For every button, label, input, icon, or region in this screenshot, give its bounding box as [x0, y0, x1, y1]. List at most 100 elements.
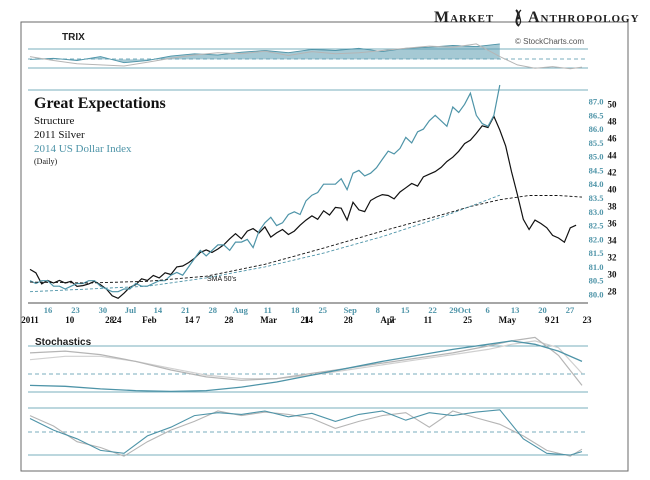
tick-date-2014-17: 13: [511, 305, 520, 315]
tick-date-2014-15: 29Oct: [449, 305, 471, 315]
tick-silver-9: 46: [608, 134, 618, 144]
series-line-0: [29, 115, 577, 299]
trix-panel: Stochastics: [28, 336, 588, 393]
tick-date-2011-11: 25: [463, 315, 473, 325]
tick-dollar-14: 87.0: [589, 97, 604, 107]
tick-date-2014-11: Sep: [344, 305, 358, 315]
axis-silver-ticks: 28 30 32 34 36 38 40 42 44 46 48 50: [608, 100, 618, 297]
tick-date-2014-19: 27: [566, 305, 575, 315]
trix-series-layer: [29, 336, 583, 393]
tick-date-2011-10: 11: [424, 315, 433, 325]
main-series-layer: [29, 84, 583, 299]
tick-date-2014-2: 30: [99, 305, 108, 315]
rsi-panel: TRIX: [28, 32, 588, 70]
tick-date-2011-extra-4: 21: [551, 315, 561, 325]
stoch-dollar-line: [29, 409, 583, 456]
tick-silver-10: 48: [608, 117, 618, 127]
trix-dollar-line: [29, 340, 583, 393]
tick-date-2014-9: 18: [291, 305, 300, 315]
tick-silver-5: 38: [608, 202, 618, 212]
rsi-dollar-area: [30, 43, 500, 63]
tick-date-2011-3: Feb: [142, 315, 157, 325]
trix-signal-line: [29, 340, 583, 380]
tick-date-2014-18: 20: [538, 305, 547, 315]
rsi-dollar-line: [29, 43, 500, 64]
outer-frame: [20, 21, 629, 472]
brand-name-left: Market: [434, 9, 494, 26]
rsi-title: TRIX: [62, 32, 85, 43]
tick-date-2014-8: 11: [264, 305, 272, 315]
tick-dollar-12: 86.0: [589, 124, 604, 134]
legend-silver: 2011 Silver: [34, 129, 85, 141]
axis-dollar-ticks: 80.0 80.5 81.0 81.5 82.0 82.5 83.0 83.5 84.0 84.5…: [589, 97, 604, 300]
tick-date-2014-14: 22: [428, 305, 437, 315]
brand-credit: © StockCharts.com: [515, 37, 584, 46]
rsi-series-layer: [29, 43, 583, 70]
tick-dollar-9: 84.5: [589, 165, 604, 175]
trix-title: Stochastics: [35, 337, 92, 348]
tick-dollar-4: 82.0: [589, 234, 604, 244]
main-panel: Great Expectations Structure 2011 Silver…: [21, 84, 618, 325]
tick-date-2014-3: Jul: [125, 305, 137, 315]
tick-silver-4: 36: [608, 219, 618, 229]
series-line-3: [29, 194, 500, 293]
tick-dollar-5: 82.5: [589, 221, 604, 231]
tick-date-2011-0: 2011: [21, 315, 39, 325]
tick-date-2011-8: 28: [344, 315, 354, 325]
tick-date-2014-5: 21: [181, 305, 190, 315]
tick-date-2014-10: 25: [318, 305, 327, 315]
tick-date-2011-9: Apr: [380, 315, 396, 325]
brand: Market Anthropology © StockCharts.com: [434, 9, 640, 46]
stochastics-panel: [28, 407, 588, 457]
tick-date-2011-6: Mar: [260, 315, 277, 325]
tick-silver-3: 34: [608, 236, 618, 246]
rsi-silver-tail: [499, 56, 583, 70]
tick-date-2014-4: 14: [154, 305, 163, 315]
stochastics-series-layer: [29, 409, 583, 457]
tick-date-2011-extra-2: 21: [301, 315, 311, 325]
tick-silver-1: 30: [608, 270, 618, 280]
chart-title: Great Expectations: [34, 95, 166, 112]
tick-dollar-6: 83.0: [589, 207, 604, 217]
chart-subtitle: Structure: [34, 115, 74, 127]
tick-date-2014-12: 8: [376, 305, 380, 315]
trix-silver-line: [29, 336, 583, 386]
legend-daily: (Daily): [34, 157, 57, 166]
tick-silver-0: 28: [608, 287, 618, 297]
tick-date-2011-7: 14: [304, 315, 314, 325]
tick-date-2014-0: 16: [44, 305, 53, 315]
tick-date-2011-extra-3: 7: [390, 315, 395, 325]
tick-date-2011-1: 10: [65, 315, 75, 325]
sma-annotation: SMA 50's: [207, 276, 237, 283]
stoch-silver-line: [29, 410, 583, 457]
tick-date-2011-14: 23: [583, 315, 593, 325]
tick-silver-8: 44: [608, 151, 618, 161]
tick-dollar-10: 85.0: [589, 152, 604, 162]
tick-dollar-11: 85.5: [589, 138, 604, 148]
tick-date-2011-4: 14: [185, 315, 195, 325]
tick-date-2014-1: 23: [71, 305, 80, 315]
tick-dollar-13: 86.5: [589, 110, 604, 120]
tick-date-2014-13: 15: [401, 305, 410, 315]
brand-logo-icon: [515, 9, 522, 27]
tick-date-2011-12: May: [499, 315, 517, 325]
tick-date-2014-6: 28: [209, 305, 218, 315]
tick-date-2011-extra-1: 7: [196, 315, 201, 325]
tick-dollar-2: 81.0: [589, 262, 604, 272]
tick-dollar-0: 80.0: [589, 290, 604, 300]
series-line-2: [29, 195, 583, 284]
tick-silver-2: 32: [608, 253, 618, 263]
tick-dollar-7: 83.5: [589, 193, 604, 203]
legend-dollar: 2014 US Dollar Index: [34, 143, 132, 155]
tick-dollar-8: 84.0: [589, 179, 604, 189]
tick-date-2011-5: 28: [224, 315, 234, 325]
tick-silver-6: 40: [608, 185, 618, 195]
tick-silver-11: 50: [608, 100, 618, 110]
tick-dollar-1: 80.5: [589, 276, 604, 286]
tick-date-2011-extra-0: 24: [113, 315, 123, 325]
tick-date-2014-7: Aug: [233, 305, 249, 315]
series-line-1: [29, 84, 501, 293]
brand-name-right: Anthropology: [528, 9, 640, 26]
